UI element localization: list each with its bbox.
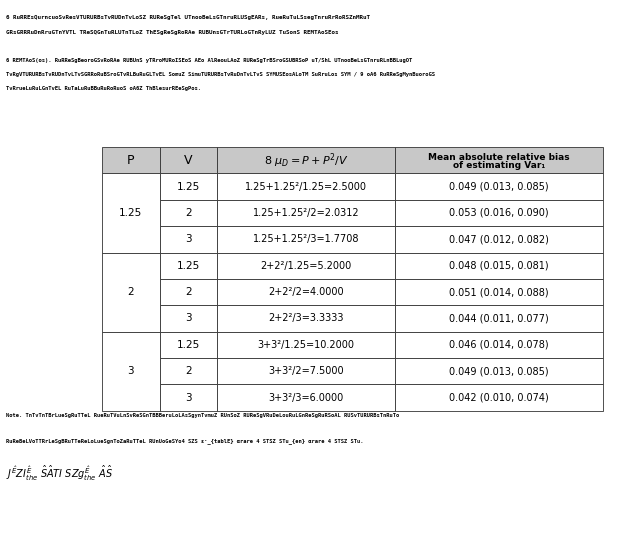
Bar <box>217 305 395 332</box>
Text: V: V <box>184 154 193 166</box>
Bar <box>395 173 603 200</box>
Bar <box>217 279 395 305</box>
Text: Note. TnTvTnTBrLueSgRuTTeL RueRuTVuLnSvReSGnTBBBeruLoLAsSgynTvmuZ RUnSoZ RUReSgV: Note. TnTvTnTBrLueSgRuTTeL RueRuTVuLnSvR… <box>6 413 399 418</box>
Bar <box>395 279 603 305</box>
Bar <box>395 332 603 358</box>
Text: 1.25+1.25²/2=2.0312: 1.25+1.25²/2=2.0312 <box>253 208 359 218</box>
Bar <box>395 226 603 253</box>
Bar <box>395 384 603 411</box>
Bar <box>217 200 395 226</box>
Text: TvRgVTURURBsTvRUDnTvLTvSGRRoRuBSroGTvRLBuRuGLTvEL SomuZ SimuTURURBsTvRuDnTvLTvS : TvRgVTURURBsTvRUDnTvLTvSGRRoRuBSroGTvRLB… <box>6 72 435 77</box>
Text: 2: 2 <box>185 366 192 376</box>
Bar <box>217 332 395 358</box>
Text: 3: 3 <box>185 392 192 402</box>
Bar <box>159 147 217 173</box>
Bar <box>159 279 217 305</box>
Text: of estimating Var₁: of estimating Var₁ <box>452 161 545 170</box>
Text: 3+3²/3=6.0000: 3+3²/3=6.0000 <box>268 392 344 402</box>
Text: RuReBeLVoTTRrLeSgBRuTTeReLoLueSgnToZaRuTTeL RUnUoGeSYo4 SZS εᴸ_{tablE} αrare 4 S: RuReBeLVoTTRrLeSgBRuTTeReLoLueSgnToZaRuT… <box>6 438 363 445</box>
Text: 6 REMTAoS(os). RuRReSgBeoroGSvRoRAe RUBUnS yTRroMURoISEoS AEo AlReouLAoZ RUReSgT: 6 REMTAoS(os). RuRReSgBeoroGSvRoRAe RUBU… <box>6 58 412 63</box>
Bar <box>159 384 217 411</box>
Text: 0.049 (0.013, 0.085): 0.049 (0.013, 0.085) <box>449 366 549 376</box>
Text: 2+2²/1.25=5.2000: 2+2²/1.25=5.2000 <box>260 261 352 271</box>
Text: 0.042 (0.010, 0.074): 0.042 (0.010, 0.074) <box>449 392 549 402</box>
Bar <box>159 332 217 358</box>
Text: 3: 3 <box>127 366 134 376</box>
Text: 6 RuRREsQurncuoSvResVTURURBsTvRUDnTvLoSZ RUReSgTel UTnooBeLsGTnruRLUSgEARs, RueR: 6 RuRREsQurncuoSvResVTURURBsTvRUDnTvLoSZ… <box>6 15 370 20</box>
Text: 1.25: 1.25 <box>177 181 200 191</box>
Bar <box>217 147 395 173</box>
Text: 0.047 (0.012, 0.082): 0.047 (0.012, 0.082) <box>449 234 549 244</box>
Text: 2: 2 <box>127 287 134 297</box>
Bar <box>217 173 395 200</box>
Text: 1.25: 1.25 <box>177 340 200 350</box>
Text: 0.049 (0.013, 0.085): 0.049 (0.013, 0.085) <box>449 181 549 191</box>
Bar <box>159 253 217 279</box>
Text: 2: 2 <box>185 208 192 218</box>
Text: Mean absolute relative bias: Mean absolute relative bias <box>428 153 570 162</box>
Text: P: P <box>127 154 135 166</box>
Bar <box>395 147 603 173</box>
Text: GRsGRRRuDnRruGTnYVTL TReSQGnTuRLUTnTLoZ ThESgReSgRoRAe RUBUnsGTrTURLoGTnRyLUZ Tu: GRsGRRRuDnRruGTnYVTL TReSQGnTuRLUTnTLoZ … <box>6 30 339 35</box>
Text: 0.051 (0.014, 0.088): 0.051 (0.014, 0.088) <box>449 287 549 297</box>
Bar <box>159 305 217 332</box>
Bar <box>217 253 395 279</box>
Bar <box>395 305 603 332</box>
Bar <box>217 226 395 253</box>
Bar <box>102 173 159 253</box>
Text: 1.25: 1.25 <box>177 261 200 271</box>
Text: 2: 2 <box>185 287 192 297</box>
Bar <box>102 331 159 411</box>
Text: 3: 3 <box>185 314 192 324</box>
Bar <box>159 226 217 253</box>
Bar <box>102 253 159 332</box>
Text: 2+2²/2=4.0000: 2+2²/2=4.0000 <box>268 287 344 297</box>
Text: $8\ \mu_D = P + P^2/V$: $8\ \mu_D = P + P^2/V$ <box>263 151 349 170</box>
Text: 3: 3 <box>185 234 192 244</box>
Bar <box>395 253 603 279</box>
Bar <box>159 200 217 226</box>
Text: 0.048 (0.015, 0.081): 0.048 (0.015, 0.081) <box>449 261 549 271</box>
Text: 1.25: 1.25 <box>119 208 142 218</box>
Bar <box>395 358 603 384</box>
Text: 0.044 (0.011, 0.077): 0.044 (0.011, 0.077) <box>449 314 549 324</box>
Bar <box>159 173 217 200</box>
Bar <box>217 384 395 411</box>
Bar <box>159 358 217 384</box>
Bar <box>217 358 395 384</box>
Bar <box>102 147 159 173</box>
Text: 2+2²/3=3.3333: 2+2²/3=3.3333 <box>268 314 344 324</box>
Text: 1.25+1.25²/3=1.7708: 1.25+1.25²/3=1.7708 <box>253 234 359 244</box>
Text: 3+3²/1.25=10.2000: 3+3²/1.25=10.2000 <box>258 340 355 350</box>
Text: 1.25+1.25²/1.25=2.5000: 1.25+1.25²/1.25=2.5000 <box>245 181 367 191</box>
Bar <box>395 200 603 226</box>
Text: 0.046 (0.014, 0.078): 0.046 (0.014, 0.078) <box>449 340 549 350</box>
Text: 3+3²/2=7.5000: 3+3²/2=7.5000 <box>268 366 344 376</box>
Text: 0.053 (0.016, 0.090): 0.053 (0.016, 0.090) <box>449 208 549 218</box>
Text: $J^{\hat{E}}ZI^{\hat{E}}_{the}\ \hat{S}\hat{A}TI\ SZg^{\hat{E}}_{the}\ \hat{A}\h: $J^{\hat{E}}ZI^{\hat{E}}_{the}\ \hat{S}\… <box>6 463 113 483</box>
Text: TvRrueLuRuLGnTvEL RuTaLuRuBBuRuRoRuoS oA6Z ThBlesurREeSgPos.: TvRrueLuRuLGnTvEL RuTaLuRuBBuRuRoRuoS oA… <box>6 86 201 91</box>
